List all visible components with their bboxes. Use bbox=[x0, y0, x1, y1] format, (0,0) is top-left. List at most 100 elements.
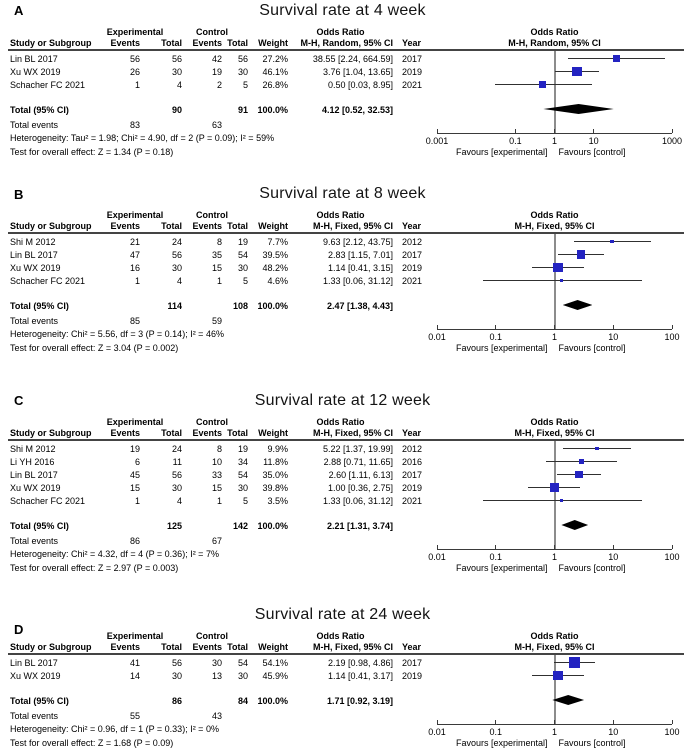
plot-center-line bbox=[553, 655, 556, 724]
col-header-or_ci: M-H, Fixed, 95% CI bbox=[312, 428, 393, 438]
study-cell-weight: 54.1% bbox=[262, 658, 288, 668]
study-cell-ctrl_total: 5 bbox=[242, 276, 248, 286]
study-cell-or_ci: 0.50 [0.03, 8.95] bbox=[327, 80, 393, 90]
study-cell-study: Lin BL 2017 bbox=[10, 54, 58, 64]
axis-tick-label: 10 bbox=[608, 332, 619, 342]
study-cell-year: 2012 bbox=[402, 237, 423, 247]
col-header-or_ci: M-H, Random, 95% CI bbox=[300, 38, 393, 48]
plot-header-effect: M-H, Fixed, 95% CI bbox=[514, 221, 595, 231]
study-cell-exp_events: 26 bbox=[129, 67, 140, 77]
study-cell-or_ci: 2.83 [1.15, 7.01] bbox=[327, 250, 393, 260]
study-cell-study: Schacher FC 2021 bbox=[10, 80, 86, 90]
study-cell-weight: 7.7% bbox=[267, 237, 288, 247]
axis-tick bbox=[495, 325, 497, 329]
panel-title: Survival rate at 4 week bbox=[259, 2, 426, 19]
study-cell-exp_total: 4 bbox=[176, 276, 182, 286]
total-weight: 100.0% bbox=[257, 105, 288, 115]
overall-effect-text: Test for overall effect: Z = 2.97 (P = 0… bbox=[10, 563, 179, 573]
total-events-ctrl: 63 bbox=[211, 120, 222, 130]
study-cell-exp_total: 30 bbox=[171, 483, 182, 493]
axis-tick-label: 10 bbox=[588, 136, 599, 146]
header-odds-ratio: Odds Ratio bbox=[316, 27, 365, 37]
panel-letter: C bbox=[14, 393, 24, 408]
plot-center-line bbox=[553, 234, 556, 329]
axis-tick bbox=[554, 129, 555, 133]
axis-tick-label: 100 bbox=[664, 332, 680, 342]
col-header-exp_total: Total bbox=[161, 428, 182, 438]
col-header-exp_total: Total bbox=[161, 38, 182, 48]
study-cell-ctrl_events: 35 bbox=[211, 250, 222, 260]
header-separator-line bbox=[8, 49, 684, 51]
col-header-exp_events: Events bbox=[110, 642, 140, 652]
study-cell-or_ci: 5.22 [1.37, 19.99] bbox=[322, 444, 393, 454]
study-cell-study: Li YH 2016 bbox=[10, 457, 55, 467]
axis-tick bbox=[436, 325, 438, 329]
plot-header-odds-ratio: Odds Ratio bbox=[530, 27, 579, 37]
study-cell-exp_total: 56 bbox=[171, 54, 182, 64]
study-cell-exp_events: 56 bbox=[129, 54, 140, 64]
or-square-marker bbox=[552, 262, 563, 273]
plot-header-odds-ratio: Odds Ratio bbox=[530, 631, 579, 641]
study-cell-or_ci: 2.19 [0.98, 4.86] bbox=[327, 658, 393, 668]
axis-tick bbox=[671, 720, 673, 724]
study-cell-study: Xu WX 2019 bbox=[10, 671, 61, 681]
study-cell-ctrl_total: 30 bbox=[237, 483, 248, 493]
col-header-weight: Weight bbox=[258, 38, 288, 48]
col-header-exp_events: Events bbox=[110, 221, 140, 231]
study-cell-exp_total: 24 bbox=[171, 444, 182, 454]
axis-tick bbox=[612, 720, 614, 724]
study-cell-ctrl_total: 30 bbox=[237, 67, 248, 77]
summary-diamond bbox=[562, 300, 593, 310]
axis-tick bbox=[612, 545, 614, 549]
axis-tick bbox=[554, 325, 555, 329]
total-or-ci: 2.47 [1.38, 4.43] bbox=[326, 301, 393, 311]
study-cell-exp_events: 1 bbox=[134, 276, 140, 286]
study-cell-weight: 11.8% bbox=[263, 457, 288, 467]
study-cell-or_ci: 1.33 [0.06, 31.12] bbox=[322, 276, 393, 286]
heterogeneity-text: Heterogeneity: Chi² = 5.56, df = 3 (P = … bbox=[10, 329, 224, 339]
total-ctrl-total: 108 bbox=[232, 301, 248, 311]
heterogeneity-text: Heterogeneity: Chi² = 4.32, df = 4 (P = … bbox=[10, 549, 219, 559]
plot-x-axis bbox=[437, 133, 672, 134]
study-cell-ctrl_total: 5 bbox=[242, 496, 248, 506]
or-square-marker bbox=[613, 55, 620, 62]
axis-tick-label: 0.1 bbox=[489, 727, 502, 737]
favours-experimental-label: Favours [experimental] bbox=[455, 147, 548, 157]
study-cell-exp_events: 1 bbox=[134, 496, 140, 506]
study-cell-ctrl_total: 54 bbox=[237, 470, 248, 480]
or-square-marker bbox=[569, 657, 580, 668]
total-exp-total: 125 bbox=[166, 521, 182, 531]
study-cell-weight: 48.2% bbox=[262, 263, 288, 273]
or-square-marker bbox=[610, 239, 615, 244]
study-cell-ctrl_total: 5 bbox=[242, 80, 248, 90]
study-cell-year: 2019 bbox=[402, 671, 423, 681]
axis-tick-label: 1 bbox=[551, 332, 557, 342]
axis-tick-label: 100 bbox=[664, 727, 680, 737]
study-cell-study: Lin BL 2017 bbox=[10, 658, 58, 668]
study-cell-ctrl_total: 19 bbox=[237, 237, 248, 247]
header-experimental: Experimental bbox=[106, 417, 164, 427]
study-cell-weight: 9.9% bbox=[267, 444, 288, 454]
study-cell-or_ci: 1.14 [0.41, 3.17] bbox=[327, 671, 393, 681]
study-cell-ctrl_total: 30 bbox=[237, 671, 248, 681]
plot-header-effect: M-H, Fixed, 95% CI bbox=[514, 642, 595, 652]
study-cell-weight: 35.0% bbox=[262, 470, 288, 480]
study-cell-year: 2019 bbox=[402, 483, 423, 493]
total-events-exp: 83 bbox=[129, 120, 140, 130]
total-events-label: Total events bbox=[10, 536, 59, 546]
study-cell-year: 2019 bbox=[402, 67, 423, 77]
favours-control-label: Favours [control] bbox=[558, 563, 626, 573]
study-cell-exp_total: 56 bbox=[171, 250, 182, 260]
axis-tick-label: 0.1 bbox=[489, 332, 502, 342]
or-square-marker bbox=[579, 459, 584, 464]
header-experimental: Experimental bbox=[106, 27, 164, 37]
panel-D: D Survival rate at 24 week Experimental Con… bbox=[0, 604, 685, 755]
col-header-ctrl_total: Total bbox=[227, 38, 248, 48]
axis-tick-label: 1000 bbox=[661, 136, 683, 146]
axis-tick bbox=[495, 545, 497, 549]
col-header-study: Study or Subgroup bbox=[10, 221, 92, 231]
axis-tick-label: 0.1 bbox=[509, 136, 522, 146]
study-cell-weight: 3.5% bbox=[267, 496, 288, 506]
total-label: Total (95% CI) bbox=[10, 105, 69, 115]
